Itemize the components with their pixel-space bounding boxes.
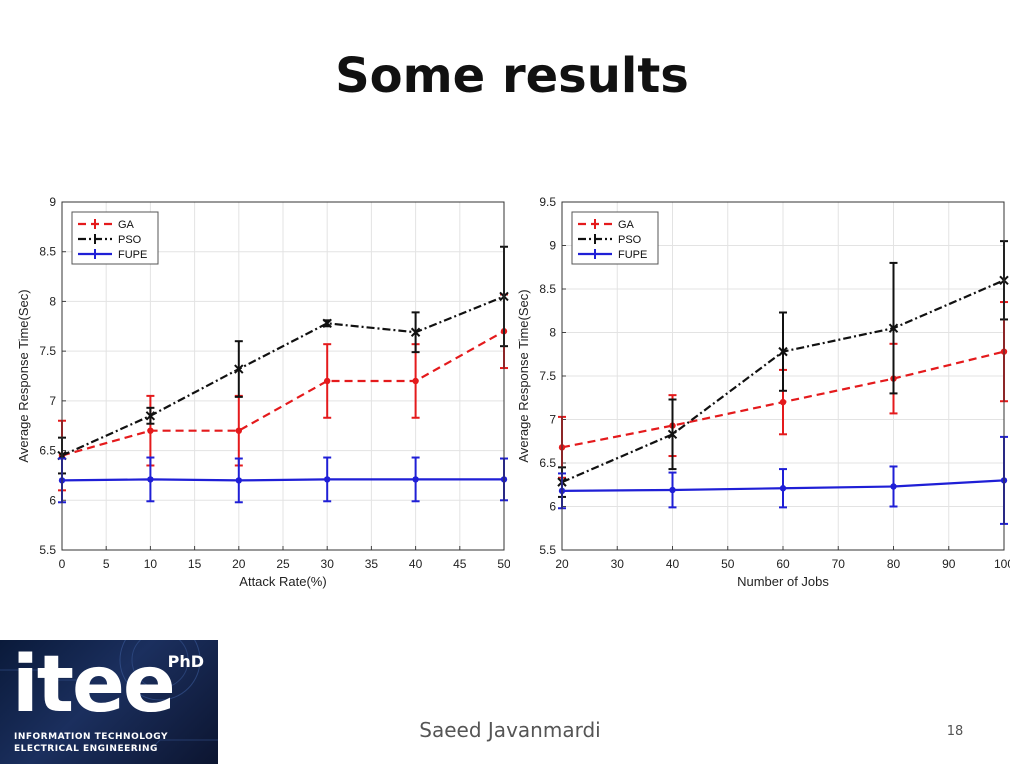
data-point-pso (145, 411, 156, 421)
x-tick-label: 45 (453, 557, 467, 571)
y-tick-label: 8.5 (539, 282, 556, 296)
x-tick-label: 50 (721, 557, 735, 571)
series-line-fupe (61, 478, 504, 482)
x-tick-label: 40 (666, 557, 680, 571)
y-tick-label: 7 (49, 394, 56, 408)
legend-box (571, 211, 659, 265)
data-point-pso (234, 364, 244, 374)
itee-logo: itee PhD INFORMATION TECHNOLOGY ELECTRIC… (0, 640, 218, 764)
number-of-jobs-chart: 20 30 40 50 60 70 80 90 100 5.5 6 6.5 7 7.5 8 8.5 9 9.5 Nu… (516, 195, 1010, 589)
y-tick-label: 6.5 (39, 444, 56, 458)
y-tick-label: 9.5 (539, 195, 556, 209)
y-tick-label: 7.5 (539, 369, 556, 383)
y-tick-label: 7 (549, 413, 556, 427)
y-tick-label: 6 (549, 500, 556, 514)
plot-frame (561, 201, 1005, 551)
legend-label-fupe: FUPE (618, 249, 647, 261)
logo-tagline-2: ELECTRICAL ENGINEERING (14, 744, 158, 754)
x-tick-label: 20 (232, 557, 246, 571)
x-tick-label: 25 (276, 557, 290, 571)
data-point-pso (888, 323, 899, 333)
y-tick-label: 8 (549, 326, 556, 340)
legend-label-ga: GA (118, 219, 135, 231)
y-tick-label: 8 (49, 294, 56, 308)
logo-tagline-1: INFORMATION TECHNOLOGY (14, 732, 169, 742)
y-tick-label: 5.5 (539, 543, 556, 557)
data-point-fupe (890, 483, 897, 490)
legend-label-pso: PSO (118, 234, 142, 246)
data-point-pso (410, 327, 421, 337)
data-point-ga (324, 377, 331, 385)
y-tick-label: 9 (549, 239, 556, 253)
x-axis-title: Number of Jobs (737, 574, 829, 589)
y-tick-label: 6 (49, 493, 56, 507)
logo-circuit-decoration (0, 640, 218, 751)
attack-rate-chart: 0 5 10 15 20 25 30 35 40 45 50 5.5 6 6.5 7 7.5 8 8.5 9 Atta… (16, 195, 510, 589)
x-tick-label: 30 (321, 557, 335, 571)
data-point-pso (322, 318, 332, 329)
y-axis-title: Average Response Time(Sec) (16, 289, 31, 462)
legend: GA PSO FUPE (71, 211, 159, 265)
data-point-pso (778, 346, 788, 357)
y-axis-title: Average Response Time(Sec) (516, 289, 531, 462)
data-point-fupe (235, 477, 242, 484)
series-line-pso (61, 295, 505, 457)
data-point-ga (779, 398, 787, 406)
logo-degree: PhD (167, 652, 204, 671)
legend-label-ga: GA (618, 219, 635, 231)
y-tick-label: 5.5 (39, 543, 56, 557)
data-point-ga (235, 427, 242, 434)
x-tick-label: 10 (144, 557, 158, 571)
data-point-fupe (324, 476, 331, 483)
x-tick-label: 70 (832, 557, 846, 571)
y-tick-label: 7.5 (39, 344, 56, 358)
x-tick-label: 20 (555, 557, 569, 571)
data-point-fupe (779, 485, 787, 492)
y-tick-label: 6.5 (539, 456, 556, 470)
x-tick-label: 40 (409, 557, 423, 571)
y-tick-label: 9 (49, 195, 56, 209)
data-point-ga (147, 427, 154, 434)
y-tick-label: 8.5 (39, 245, 56, 259)
x-axis-title: Attack Rate(%) (239, 574, 326, 589)
x-tick-label: 5 (103, 557, 110, 571)
x-tick-label: 30 (611, 557, 625, 571)
x-tick-label: 80 (887, 557, 901, 571)
plot-frame (61, 201, 505, 551)
x-tick-label: 15 (188, 557, 202, 571)
x-tick-label: 35 (365, 557, 379, 571)
author-name: Saeed Javanmardi (419, 718, 601, 742)
data-point-fupe (669, 486, 676, 494)
x-tick-label: 100 (994, 557, 1010, 571)
x-tick-label: 0 (59, 557, 66, 571)
x-tick-label: 90 (942, 557, 956, 571)
data-point-ga (412, 377, 419, 385)
logo-wordmark: itee (12, 640, 176, 730)
legend-box (71, 211, 159, 265)
legend: GA PSO FUPE (571, 211, 659, 265)
x-tick-label: 60 (776, 557, 790, 571)
x-tick-label: 50 (497, 557, 510, 571)
data-point-fupe (147, 476, 154, 483)
legend-label-fupe: FUPE (118, 249, 147, 261)
slide-title: Some results (335, 48, 689, 104)
data-point-pso (667, 429, 678, 439)
data-point-fupe (412, 476, 419, 483)
legend-label-pso: PSO (618, 234, 642, 246)
page-number: 18 (946, 724, 964, 739)
